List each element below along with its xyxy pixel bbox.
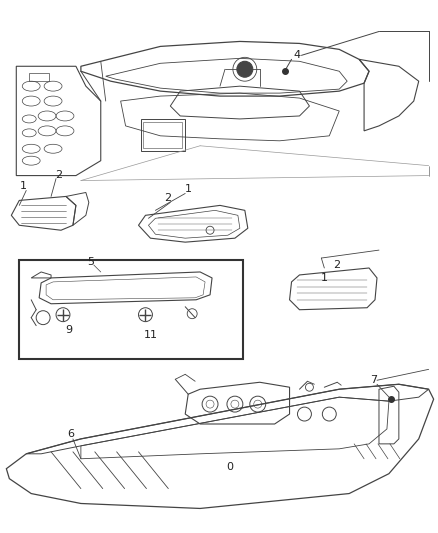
Text: 0: 0 xyxy=(226,462,233,472)
Text: 1: 1 xyxy=(185,184,192,195)
Text: 7: 7 xyxy=(371,375,378,385)
Text: 4: 4 xyxy=(294,50,301,60)
Text: 1: 1 xyxy=(321,273,328,283)
Text: 5: 5 xyxy=(87,257,94,267)
Text: 2: 2 xyxy=(56,169,63,180)
Text: 2: 2 xyxy=(333,260,340,270)
Bar xyxy=(29,73,49,81)
Text: 9: 9 xyxy=(65,325,73,335)
Text: 6: 6 xyxy=(67,429,74,439)
Bar xyxy=(141,119,185,151)
Bar xyxy=(144,122,182,148)
Text: 1: 1 xyxy=(20,181,27,190)
Text: 2: 2 xyxy=(164,193,171,204)
Text: 11: 11 xyxy=(143,329,157,340)
Circle shape xyxy=(237,61,253,77)
